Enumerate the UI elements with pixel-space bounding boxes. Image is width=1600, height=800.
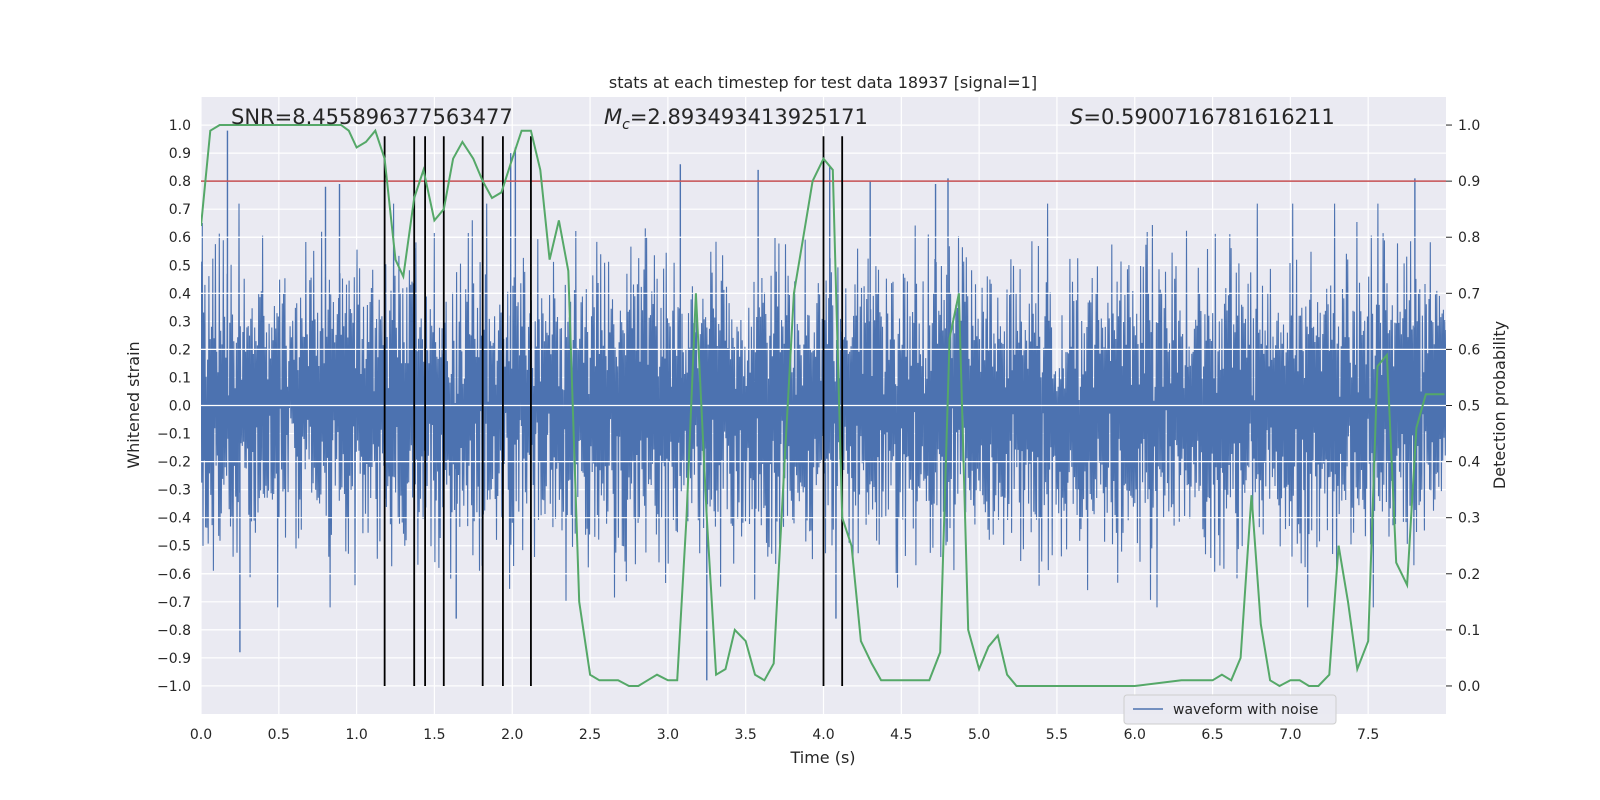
chirp-mass-value: =2.893493413925171 xyxy=(630,105,868,129)
chart-title: stats at each timestep for test data 189… xyxy=(609,73,1037,92)
probability-line xyxy=(201,124,1445,688)
y2-tick-label: 0.0 xyxy=(1458,679,1480,695)
y2-tick-label: 1.0 xyxy=(1458,118,1480,134)
x-tick-label: 2.0 xyxy=(501,727,523,743)
x-tick-label: 5.5 xyxy=(1046,727,1068,743)
y-tick-label: −1.0 xyxy=(157,679,191,695)
legend: waveform with noise xyxy=(1123,694,1337,725)
y-tick-label: −0.9 xyxy=(157,651,191,667)
probability-series xyxy=(201,124,1445,688)
y-tick-label: 0.6 xyxy=(169,230,191,246)
legend-label: waveform with noise xyxy=(1173,702,1318,718)
y-tick-label: −0.5 xyxy=(157,539,191,555)
legend-box xyxy=(1123,694,1337,725)
y-tick-label: −0.4 xyxy=(157,511,191,527)
tick-labels: 0.0 0.5 1.0 1.5 2.0 2.5 3.0 3.5 4.0 4.5 5.0 5.5 6.0 6… xyxy=(157,118,1480,743)
y2-tick-label: 0.6 xyxy=(1458,342,1480,358)
x-tick-label: 3.0 xyxy=(657,727,679,743)
x-axis-label: Time (s) xyxy=(789,748,855,767)
s-annotation: S=0.5900716781616211 xyxy=(1070,105,1335,129)
y-tick-label: −0.6 xyxy=(157,567,191,583)
y-tick-label: 0.1 xyxy=(169,370,191,386)
y-tick-label: 0.7 xyxy=(169,202,191,218)
y2-tick-label: 0.9 xyxy=(1458,174,1480,190)
overlay-lines xyxy=(201,124,1446,687)
y2-tick-label: 0.4 xyxy=(1458,455,1480,471)
x-tick-label: 1.5 xyxy=(423,727,445,743)
y2-tick-label: 0.5 xyxy=(1458,399,1480,415)
x-tick-label: 7.5 xyxy=(1357,727,1379,743)
chirp-mass-subscript: c xyxy=(622,117,630,133)
x-tick-label: 0.5 xyxy=(268,727,290,743)
y-tick-label: −0.2 xyxy=(157,455,191,471)
y-tick-label: −0.1 xyxy=(157,427,191,443)
y-tick-label: 0.2 xyxy=(169,342,191,358)
x-tick-label: 3.5 xyxy=(735,727,757,743)
y-tick-label: 0.3 xyxy=(169,314,191,330)
y-axis-label: Whitened strain xyxy=(124,341,143,468)
y-tick-label: 0.8 xyxy=(169,174,191,190)
x-tick-label: 5.0 xyxy=(968,727,990,743)
y2-tick-label: 0.1 xyxy=(1458,623,1480,639)
s-symbol: S xyxy=(1070,105,1083,129)
x-tick-label: 4.5 xyxy=(890,727,912,743)
s-value: =0.5900716781616211 xyxy=(1083,105,1334,129)
y-tick-label: 1.0 xyxy=(169,118,191,134)
x-tick-label: 1.0 xyxy=(345,727,367,743)
y-tick-label: 0.9 xyxy=(169,146,191,162)
x-tick-label: 6.5 xyxy=(1201,727,1223,743)
snr-annotation: SNR=8.455896377563477 xyxy=(231,105,513,129)
y2-tick-label: 0.2 xyxy=(1458,567,1480,583)
y2-tick-label: 0.7 xyxy=(1458,286,1480,302)
y-tick-label: 0.0 xyxy=(169,399,191,415)
y-tick-label: −0.8 xyxy=(157,623,191,639)
x-tick-label: 0.0 xyxy=(190,727,212,743)
y2-tick-label: 0.3 xyxy=(1458,511,1480,527)
y-tick-label: −0.3 xyxy=(157,483,191,499)
y2-tick-label: 0.8 xyxy=(1458,230,1480,246)
x-tick-label: 4.0 xyxy=(812,727,834,743)
x-tick-label: 2.5 xyxy=(579,727,601,743)
y-tick-label: −0.7 xyxy=(157,595,191,611)
chirp-mass-symbol: M xyxy=(604,105,622,129)
y-tick-label: 0.5 xyxy=(169,258,191,274)
x-tick-label: 7.0 xyxy=(1279,727,1301,743)
y-tick-label: 0.4 xyxy=(169,286,191,302)
chirp-mass-annotation: Mc=2.893493413925171 xyxy=(604,105,868,133)
y2-axis-label: Detection probability xyxy=(1490,321,1509,489)
x-tick-label: 6.0 xyxy=(1124,727,1146,743)
